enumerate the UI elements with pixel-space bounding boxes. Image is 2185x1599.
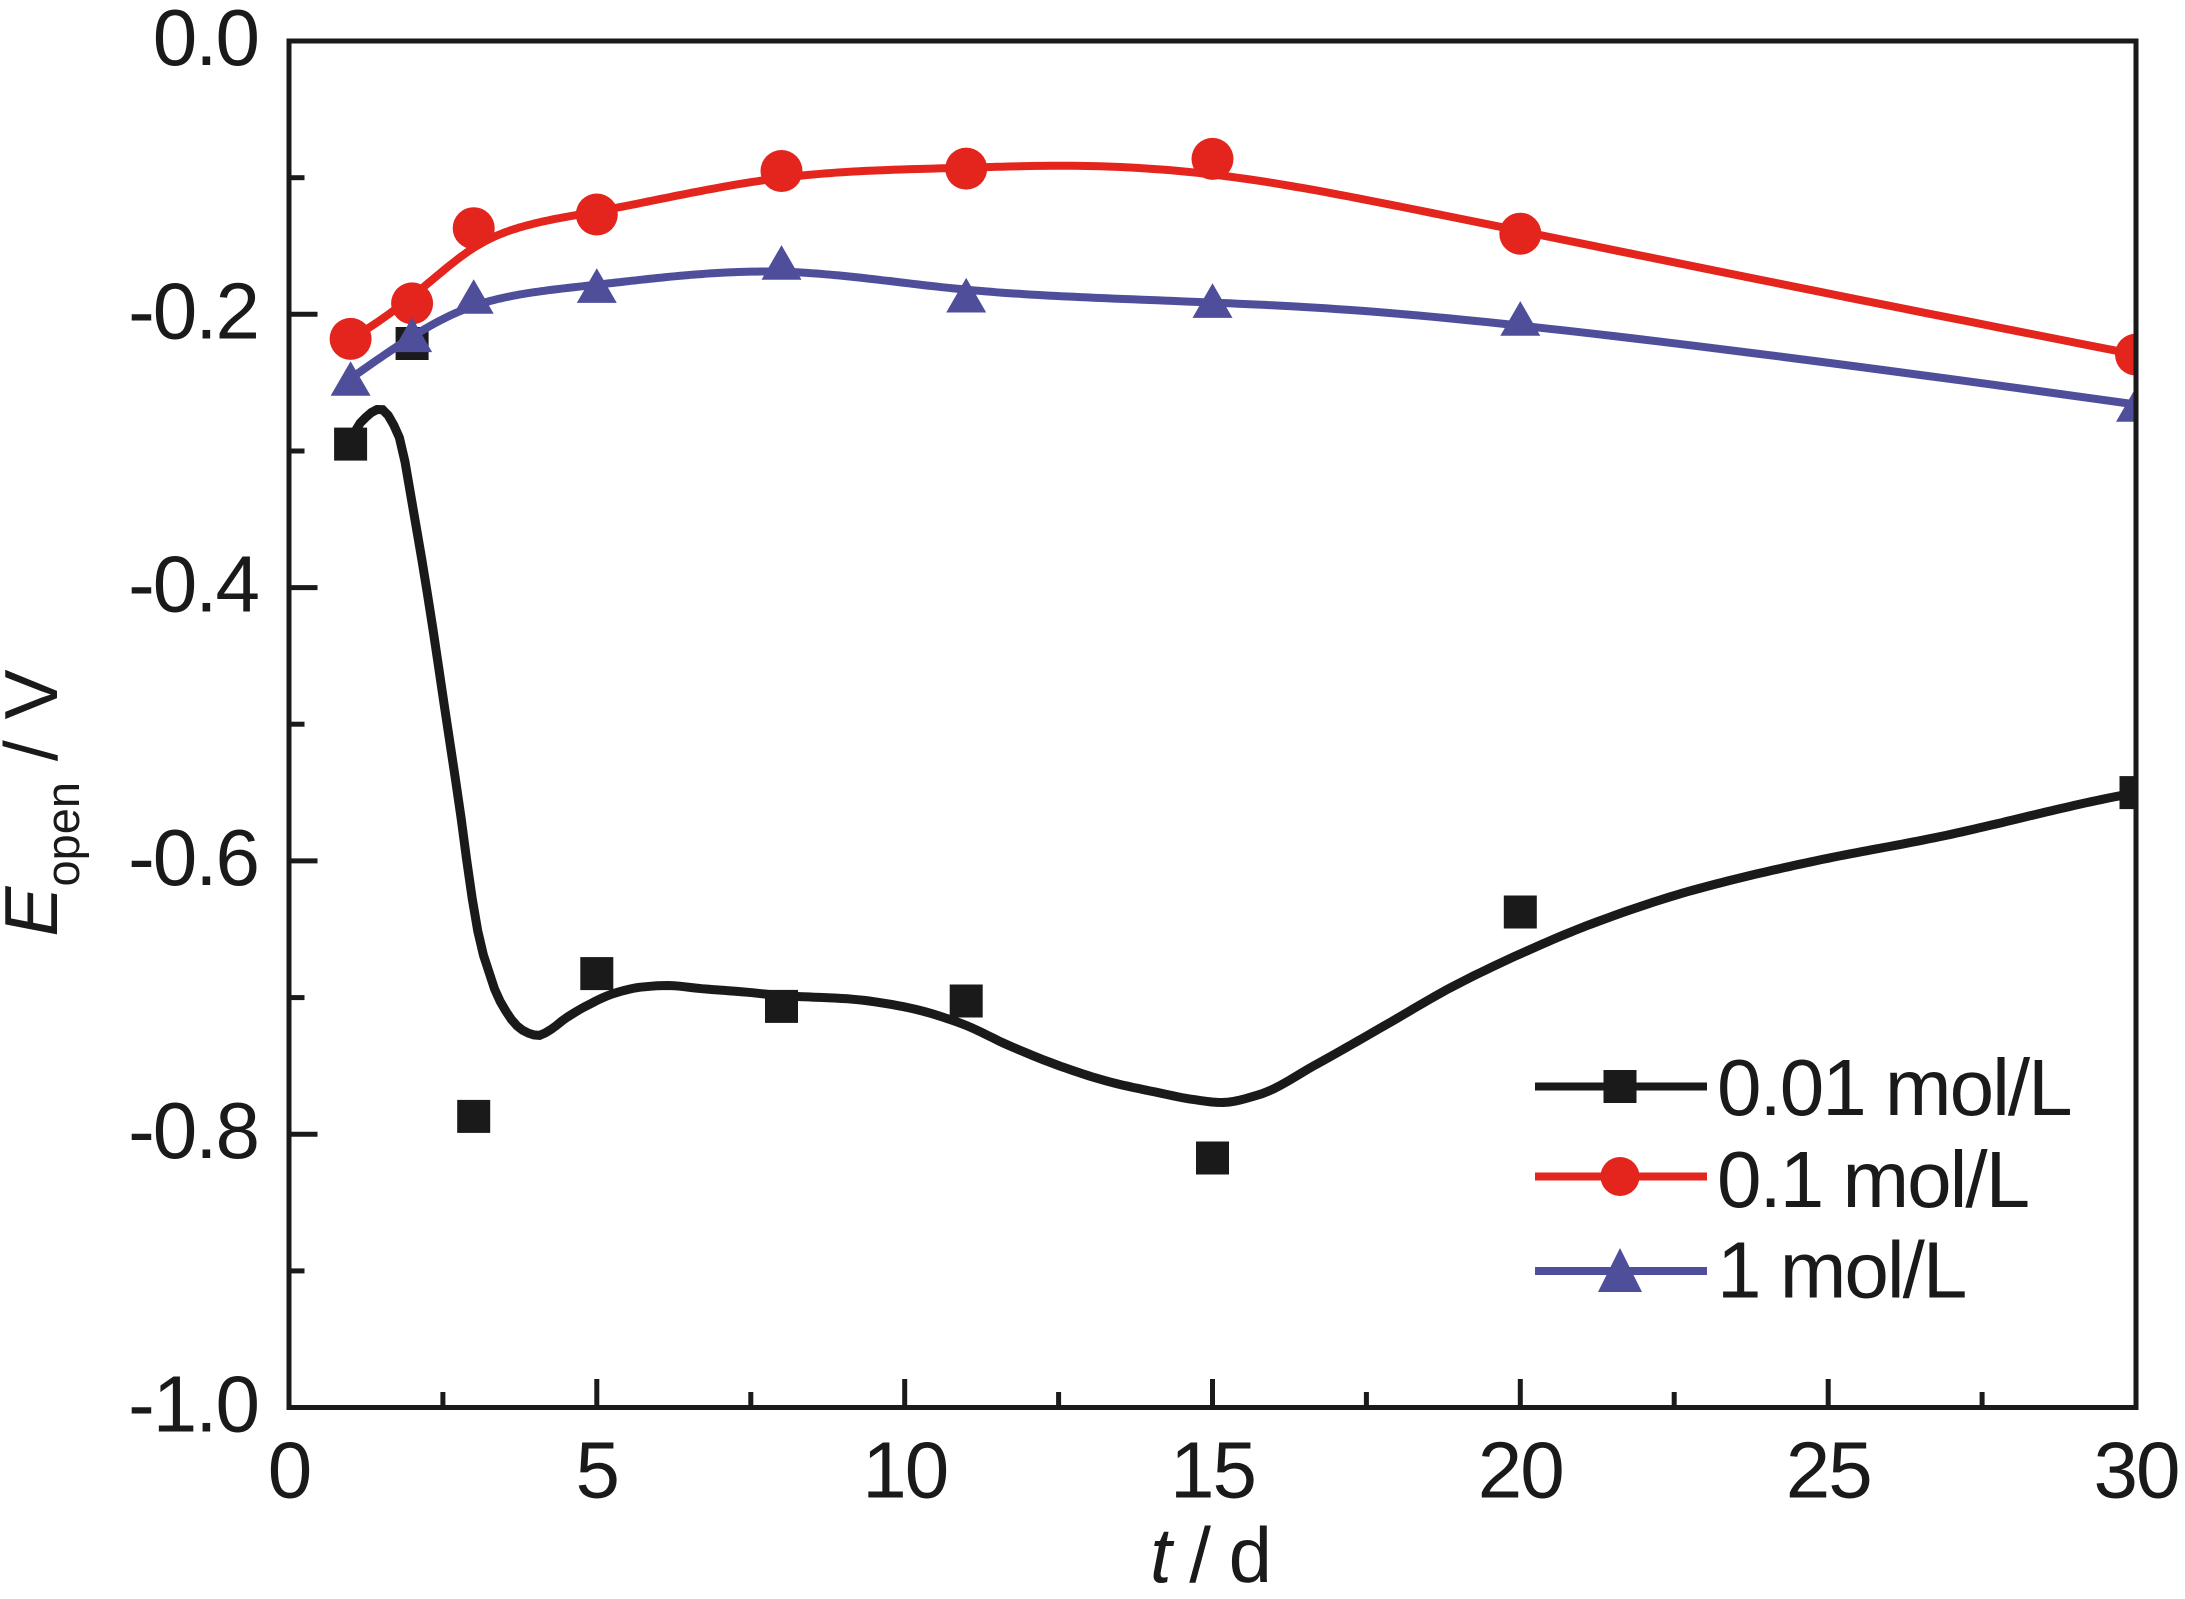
svg-text:0.01 mol/L: 0.01 mol/L — [1717, 1043, 2071, 1132]
svg-text:1 mol/L: 1 mol/L — [1717, 1226, 1965, 1315]
svg-text:0.0: 0.0 — [153, 0, 258, 82]
svg-text:0: 0 — [268, 1426, 311, 1515]
svg-text:10: 10 — [862, 1426, 947, 1515]
svg-text:Eopen / V: Eopen / V — [0, 669, 89, 936]
svg-text:-0.6: -0.6 — [128, 813, 258, 902]
svg-text:-0.8: -0.8 — [128, 1086, 258, 1175]
svg-text:0.1 mol/L: 0.1 mol/L — [1717, 1135, 2028, 1224]
svg-text:5: 5 — [576, 1426, 619, 1515]
svg-text:30: 30 — [2094, 1426, 2179, 1515]
svg-text:-0.2: -0.2 — [128, 266, 258, 355]
svg-text:20: 20 — [1478, 1426, 1563, 1515]
svg-text:-0.4: -0.4 — [128, 540, 258, 629]
svg-text:t / d: t / d — [1150, 1511, 1270, 1599]
svg-text:25: 25 — [1786, 1426, 1871, 1515]
svg-text:-1.0: -1.0 — [128, 1360, 258, 1449]
svg-text:15: 15 — [1170, 1426, 1255, 1515]
